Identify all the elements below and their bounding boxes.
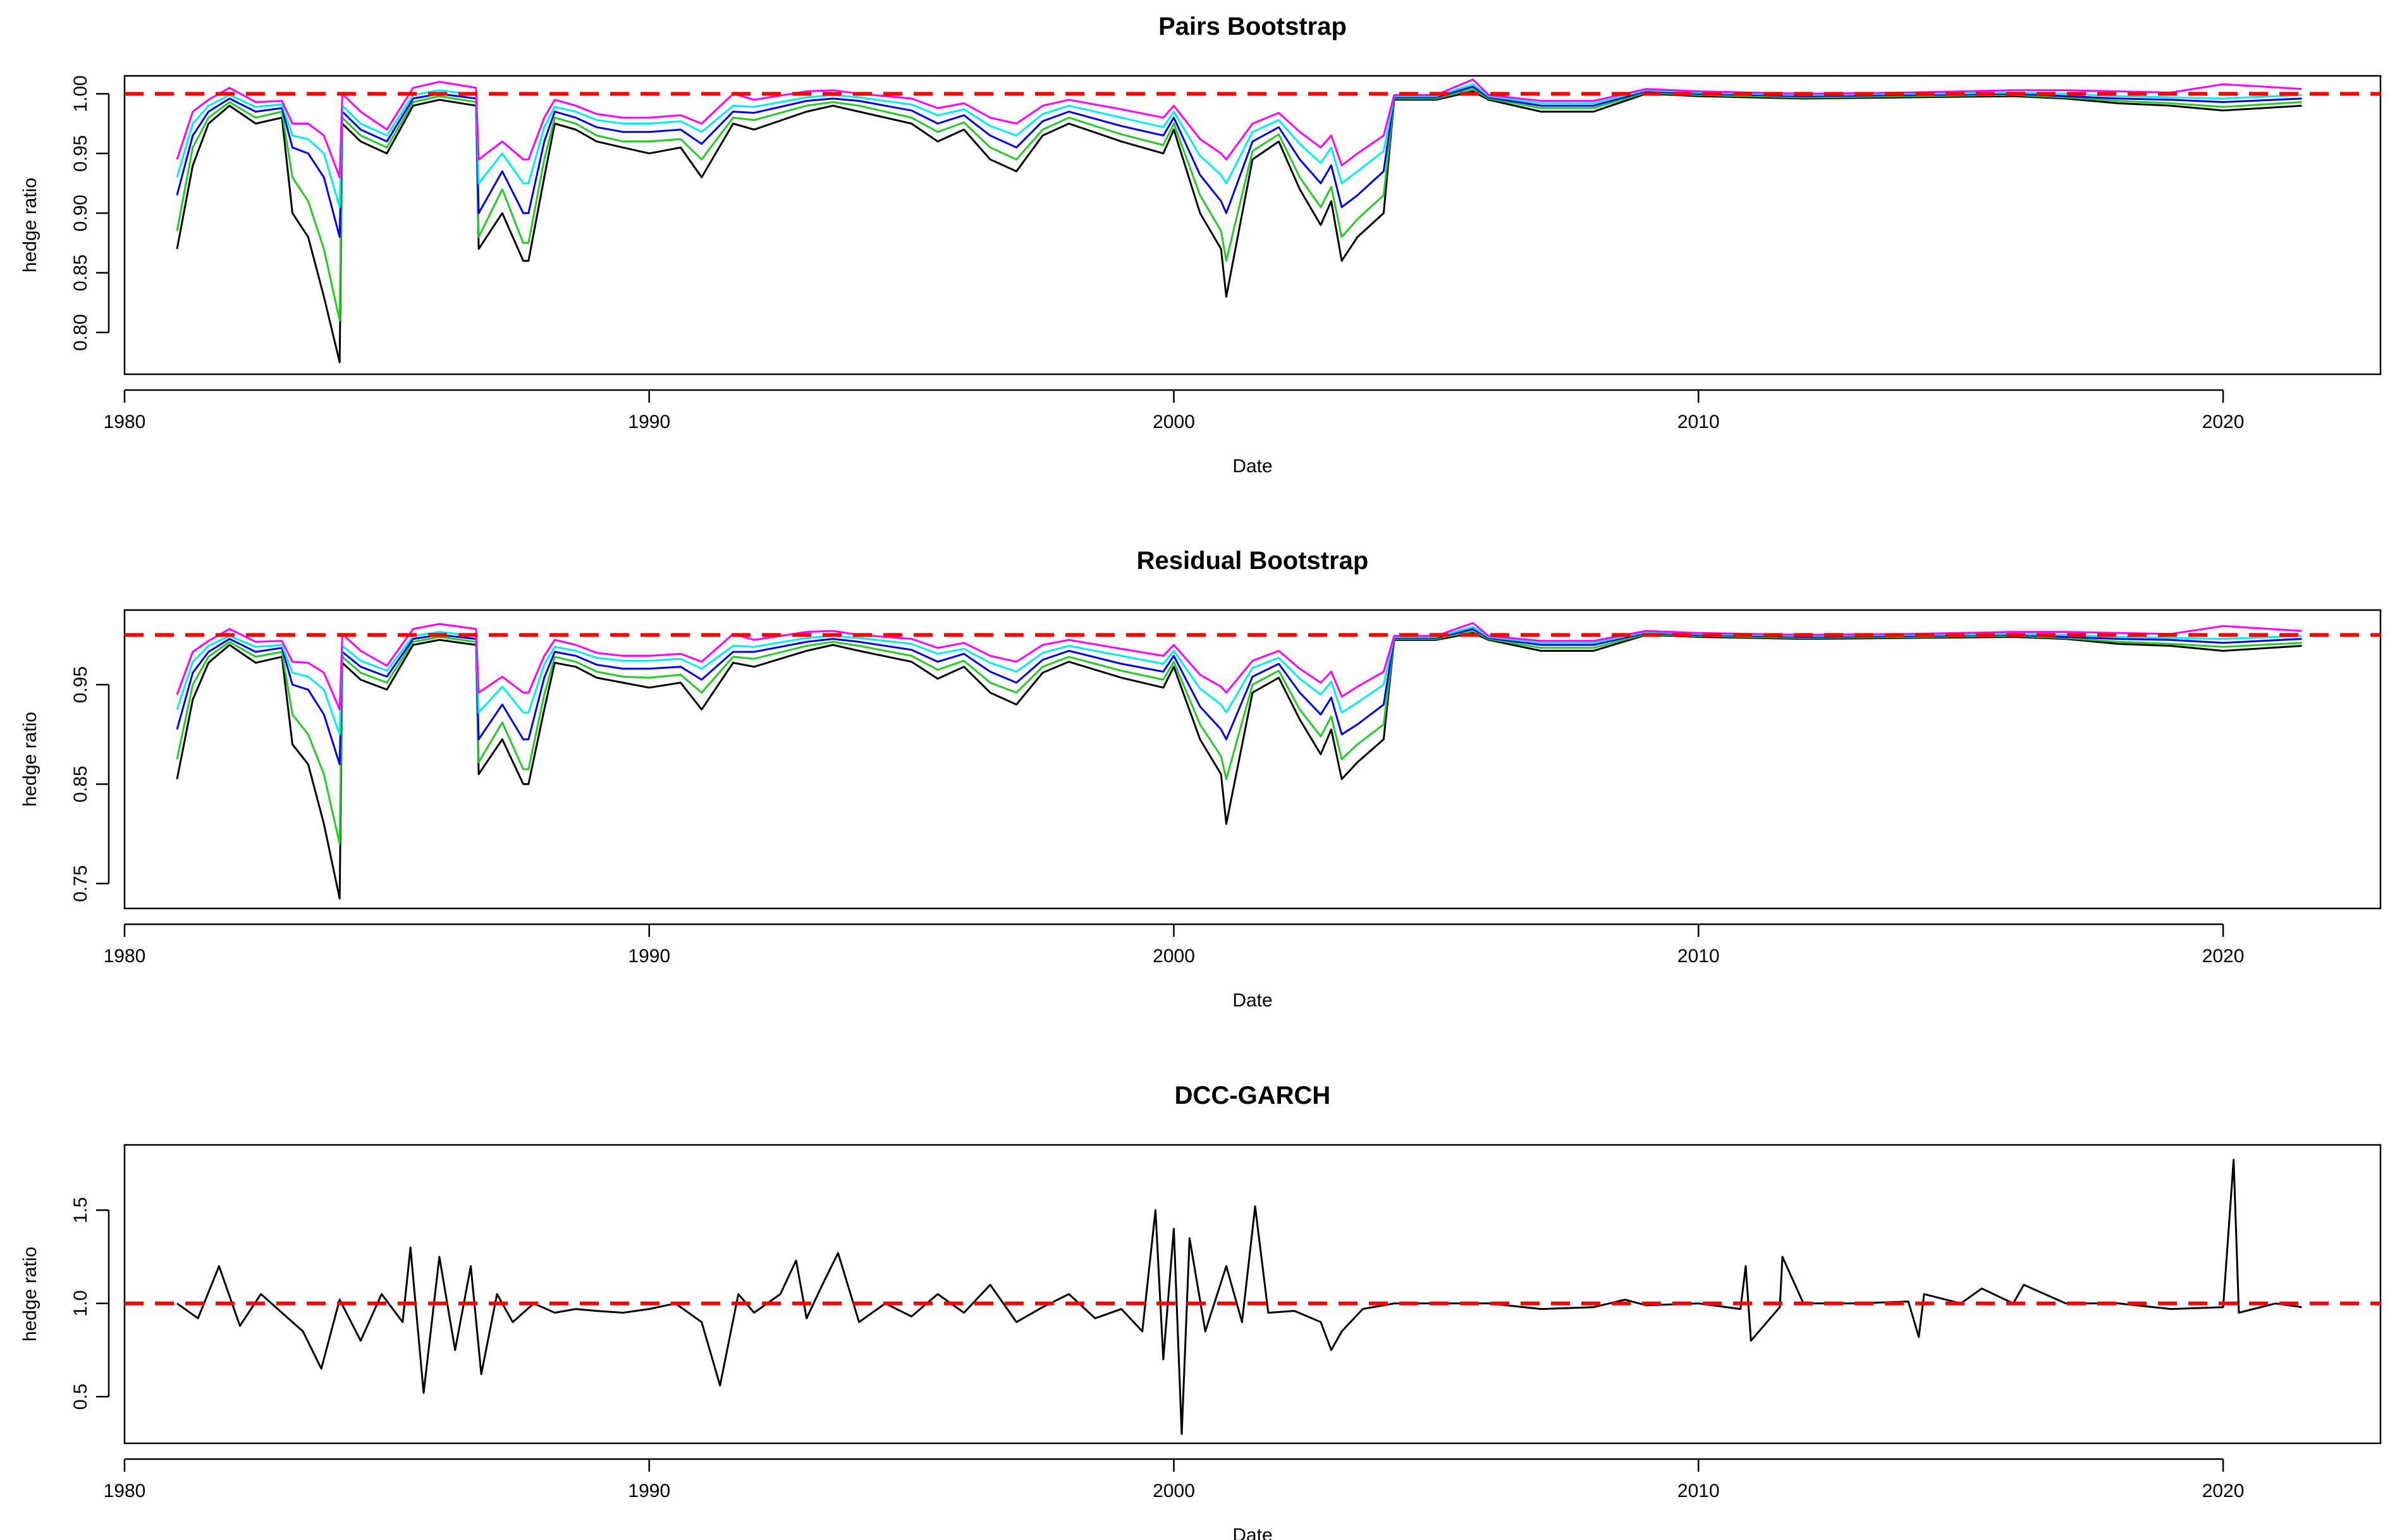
y-tick-label: 0.95: [70, 666, 91, 703]
x-axis-label: Date: [1232, 456, 1272, 477]
x-tick-label: 2010: [1677, 1481, 1720, 1501]
x-tick-label: 1990: [628, 1481, 670, 1501]
series-line-3: [176, 628, 2302, 766]
series-line-2: [176, 630, 2302, 845]
x-tick-label: 1980: [104, 412, 146, 432]
y-axis-label: hedge ratio: [20, 1247, 40, 1341]
series-group: [176, 622, 2302, 900]
chart-title: DCC-GARCH: [1175, 1082, 1331, 1109]
plot-frame: [123, 1144, 2382, 1445]
series-line-5: [176, 622, 2302, 711]
y-tick-label: 0.85: [70, 766, 91, 802]
series-line-2: [176, 88, 2302, 322]
chart-panel-1: Pairs Bootstrap 1980 1990 2000 2010 2020 Date 0…: [20, 13, 2382, 477]
chart-panel-2: Residual Bootstrap 1980 1990 2000 2010 2020 Da…: [20, 547, 2382, 1011]
x-tick-label: 2000: [1153, 412, 1195, 432]
y-tick-label: 0.90: [70, 195, 91, 231]
x-tick-label: 2000: [1153, 946, 1195, 967]
y-axis-label: hedge ratio: [20, 178, 40, 272]
x-tick-label: 1990: [628, 412, 670, 432]
chart-title: Residual Bootstrap: [1137, 547, 1369, 575]
y-tick-label: 0.75: [70, 865, 91, 901]
x-tick-label: 2010: [1677, 412, 1720, 432]
y-tick-label: 0.5: [70, 1383, 91, 1410]
series-line-4: [176, 626, 2302, 736]
x-tick-label: 2020: [2202, 412, 2245, 432]
series-line-4: [176, 83, 2302, 209]
x-axis-label: Date: [1232, 990, 1272, 1011]
y-tick-label: 0.85: [70, 254, 91, 291]
plot-frame: [123, 75, 2382, 376]
plot-frame: [123, 609, 2382, 910]
x-tick-label: 1980: [104, 946, 146, 967]
x-axis-label: Date: [1232, 1525, 1272, 1540]
x-tick-label: 1990: [628, 946, 670, 967]
x-tick-label: 2020: [2202, 1481, 2245, 1501]
series-group: [176, 78, 2302, 364]
x-tick-label: 2010: [1677, 946, 1720, 967]
series-line-1: [176, 632, 2302, 900]
y-tick-label: 1.00: [70, 75, 91, 112]
y-tick-label: 1.0: [70, 1290, 91, 1317]
y-axis-label: hedge ratio: [20, 712, 40, 807]
y-tick-label: 0.80: [70, 314, 91, 351]
y-tick-label: 0.95: [70, 135, 91, 172]
y-tick-label: 1.5: [70, 1197, 91, 1223]
chart-panel-3: DCC-GARCH 1980 1990 2000 2010 2020 Date 0.5 1.0 1…: [20, 1082, 2382, 1540]
x-tick-label: 2020: [2202, 946, 2245, 967]
series-line-5: [176, 78, 2302, 178]
chart-title: Pairs Bootstrap: [1158, 13, 1347, 40]
series-line-3: [176, 85, 2302, 238]
x-tick-label: 2000: [1153, 1481, 1195, 1501]
x-tick-label: 1980: [104, 1481, 146, 1501]
series-line-1: [176, 90, 2302, 364]
